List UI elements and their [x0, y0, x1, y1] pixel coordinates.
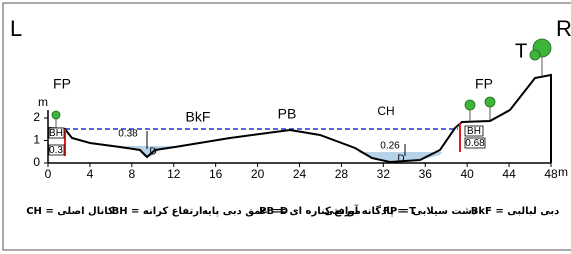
fp-right-label: FP	[475, 76, 493, 92]
y-tick-label: 1	[33, 133, 40, 147]
depth-right: 0.26	[380, 141, 400, 152]
fp-left-label: FP	[53, 76, 71, 92]
x-unit: m	[558, 165, 568, 179]
x-tick-label: 8	[128, 167, 135, 181]
x-tick-label: 36	[419, 167, 433, 181]
x-tick-label: 40	[460, 167, 474, 181]
bh-right-value: 0.68	[465, 138, 485, 149]
x-tick-label: 0	[45, 167, 52, 181]
bh-right: BH	[467, 126, 481, 137]
y-tick-label: 2	[33, 110, 40, 124]
bh-left: BH	[49, 128, 63, 139]
terrace-label: T	[515, 40, 527, 62]
x-tick-label: 24	[293, 167, 307, 181]
x-tick-label: 16	[209, 167, 223, 181]
figure: L R m m T FP FP BkF PB CH 0.38 D 0.26 D …	[0, 0, 571, 254]
ch-label: CH	[377, 104, 394, 118]
y-unit: m	[38, 95, 48, 109]
left-bank-label: L	[10, 16, 22, 41]
x-tick-label: 32	[377, 167, 391, 181]
right-bank-label: R	[556, 16, 571, 41]
x-tick-label: 44	[502, 167, 516, 181]
x-tick-label: 12	[167, 167, 181, 181]
bkf-label: BkF	[186, 109, 211, 125]
x-tick-label: 28	[335, 167, 349, 181]
legend-item: CH = کانال اصلی	[26, 206, 114, 217]
x-tick-label: 20	[251, 167, 265, 181]
legend-item: BkF = دبی لبالبی	[471, 206, 559, 217]
d-left: D	[149, 147, 156, 158]
bh-left-value: 0.3	[49, 145, 63, 156]
x-tick-label: 4	[87, 167, 94, 181]
d-right: D	[397, 154, 404, 165]
pb-label: PB	[278, 106, 297, 122]
depth-left: 0.38	[118, 129, 138, 140]
legend-item: FP = دشت سیلابی	[383, 206, 477, 217]
legend-item: BH = ارتفاع کرانه	[112, 206, 203, 217]
x-tick-label: 48	[544, 167, 558, 181]
y-tick-label: 0	[33, 155, 40, 169]
